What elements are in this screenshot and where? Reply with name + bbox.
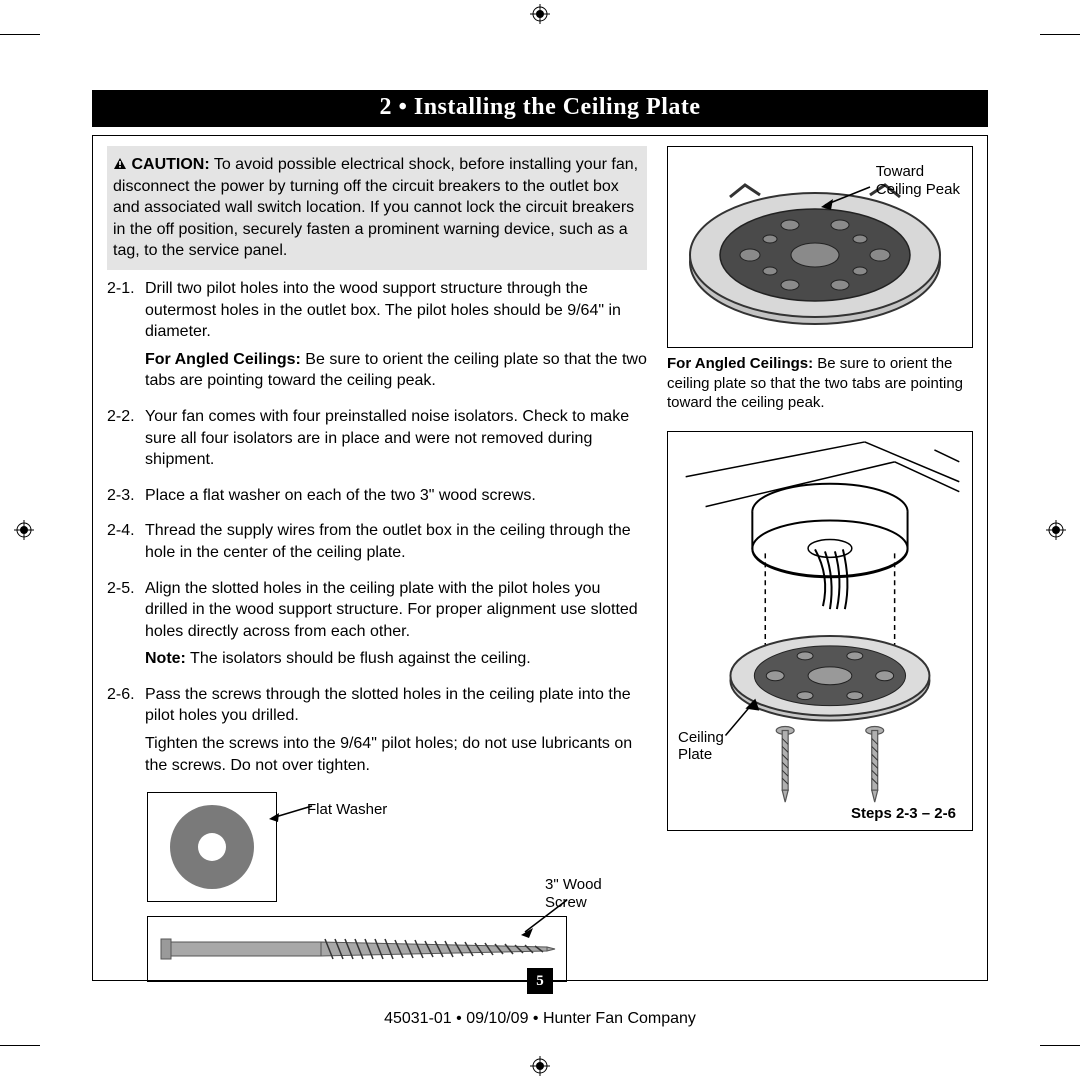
hardware-figure-area: Flat Washer	[107, 792, 647, 992]
step-note: Note: The isolators should be flush agai…	[145, 648, 647, 670]
step-item: 2-2.Your fan comes with four preinstalle…	[107, 406, 647, 477]
figure-callout: CeilingPlate	[678, 729, 724, 764]
step-item: 2-6.Pass the screws through the slotted …	[107, 684, 647, 782]
step-note: For Angled Ceilings: Be sure to orient t…	[145, 349, 647, 392]
arrow-icon	[517, 898, 577, 938]
step-number: 2-2.	[107, 406, 145, 477]
step-number: 2-5.	[107, 578, 145, 676]
step-text: Thread the supply wires from the outlet …	[145, 520, 647, 563]
step-number: 2-1.	[107, 278, 145, 398]
step-body: Place a flat washer on each of the two 3…	[145, 485, 647, 513]
page-container: 2 • Installing the Ceiling Plate CAUTION…	[92, 90, 988, 990]
crop-mark	[1040, 1045, 1080, 1046]
step-item: 2-3.Place a flat washer on each of the t…	[107, 485, 647, 513]
page-number: 5	[527, 968, 553, 994]
caution-box: CAUTION: To avoid possible electrical sh…	[107, 146, 647, 270]
step-text: Drill two pilot holes into the wood supp…	[145, 278, 647, 343]
step-body: Align the slotted holes in the ceiling p…	[145, 578, 647, 676]
wood-screw-figure	[147, 916, 567, 982]
ceiling-plate-angled-figure: TowardCeiling Peak	[667, 146, 973, 348]
arrow-icon	[267, 804, 317, 824]
crop-mark	[0, 1045, 40, 1046]
crop-mark	[1040, 34, 1080, 35]
step-text: Tighten the screws into the 9/64" pilot …	[145, 733, 647, 776]
caution-label: CAUTION:	[131, 156, 209, 173]
install-illustration	[668, 432, 972, 830]
flat-washer-figure	[147, 792, 277, 902]
step-number: 2-4.	[107, 520, 145, 569]
warning-icon	[113, 157, 127, 170]
step-text: Pass the screws through the slotted hole…	[145, 684, 647, 727]
ceiling-plate-install-figure: CeilingPlate Steps 2-3 – 2-6	[667, 431, 973, 831]
step-number: 2-6.	[107, 684, 145, 782]
figure-column: TowardCeiling Peak For Angled Ceilings: …	[667, 146, 973, 962]
section-title: 2 • Installing the Ceiling Plate	[92, 90, 988, 127]
flat-washer-label: Flat Washer	[307, 800, 387, 820]
flat-washer-icon	[167, 802, 257, 892]
step-item: 2-5.Align the slotted holes in the ceili…	[107, 578, 647, 676]
step-body: Pass the screws through the slotted hole…	[145, 684, 647, 782]
figure-steps-label: Steps 2-3 – 2-6	[851, 805, 956, 822]
step-text: Align the slotted holes in the ceiling p…	[145, 578, 647, 643]
steps-list: 2-1.Drill two pilot holes into the wood …	[107, 278, 647, 782]
page-footer: 45031-01 • 09/10/09 • Hunter Fan Company	[93, 1010, 987, 1028]
step-item: 2-1.Drill two pilot holes into the wood …	[107, 278, 647, 398]
caption-label: For Angled Ceilings:	[667, 355, 813, 372]
registration-mark-icon	[530, 1056, 550, 1076]
step-item: 2-4.Thread the supply wires from the out…	[107, 520, 647, 569]
step-text: Your fan comes with four preinstalled no…	[145, 406, 647, 471]
registration-mark-icon	[14, 520, 34, 540]
step-body: Thread the supply wires from the outlet …	[145, 520, 647, 569]
text-column: CAUTION: To avoid possible electrical sh…	[107, 146, 647, 962]
step-body: Your fan comes with four preinstalled no…	[145, 406, 647, 477]
registration-mark-icon	[1046, 520, 1066, 540]
registration-mark-icon	[530, 4, 550, 24]
wood-screw-icon	[157, 929, 557, 969]
step-text: Place a flat washer on each of the two 3…	[145, 485, 647, 507]
step-body: Drill two pilot holes into the wood supp…	[145, 278, 647, 398]
crop-mark	[0, 34, 40, 35]
figure-callout: TowardCeiling Peak	[876, 163, 960, 199]
figure-caption: For Angled Ceilings: Be sure to orient t…	[667, 354, 973, 413]
content-frame: CAUTION: To avoid possible electrical sh…	[92, 135, 988, 981]
step-number: 2-3.	[107, 485, 145, 513]
